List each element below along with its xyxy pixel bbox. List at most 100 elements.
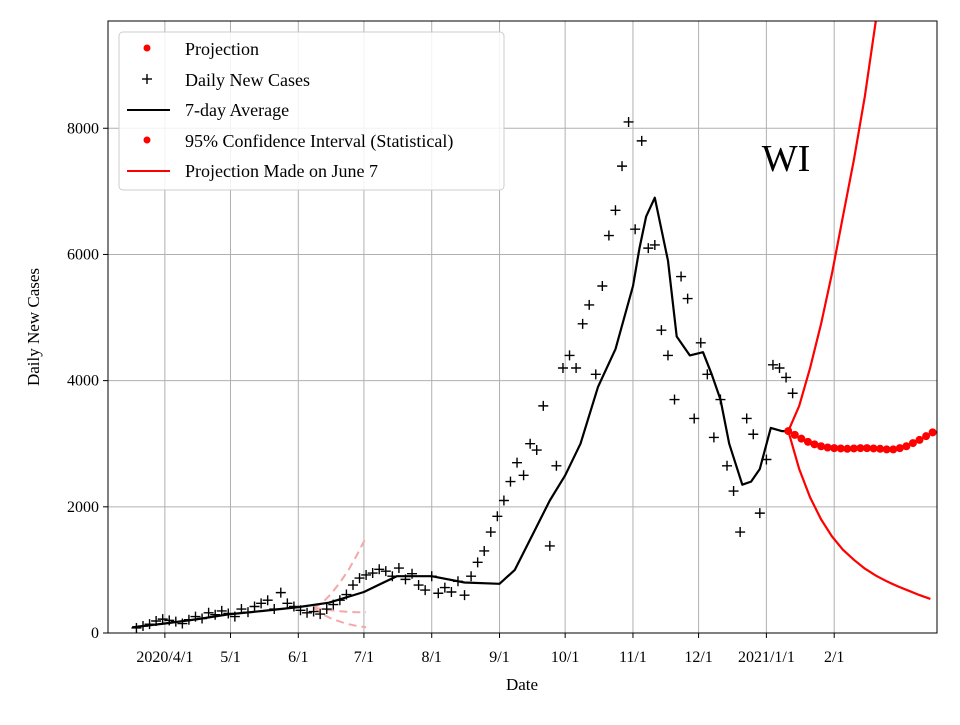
state-label: WI xyxy=(762,138,811,180)
daily-case-point xyxy=(551,460,562,471)
daily-case-point xyxy=(669,394,680,405)
projection-point xyxy=(882,445,891,454)
daily-case-point xyxy=(728,486,739,497)
tick-layer: 0 2000 4000 6000 8000 2020/4/1 5/1 6/1 7/1 8/1 9/1… xyxy=(67,120,844,666)
daily-case-point xyxy=(302,607,313,618)
projection-point xyxy=(889,445,898,454)
daily-case-point xyxy=(781,372,792,383)
daily-case-point xyxy=(662,350,673,361)
daily-case-point xyxy=(479,545,490,556)
daily-case-point xyxy=(308,606,319,617)
daily-case-point xyxy=(256,598,267,609)
daily-case-point xyxy=(754,508,765,519)
x-tick-label: 9/1 xyxy=(489,649,509,666)
projection-point xyxy=(830,444,839,453)
series-layer xyxy=(131,21,937,633)
daily-case-point xyxy=(498,495,509,506)
legend-label-daily-cases: Daily New Cases xyxy=(185,70,310,90)
june-projection-upper xyxy=(313,536,367,609)
ci-lower-line xyxy=(787,430,931,600)
daily-case-point xyxy=(617,161,628,172)
daily-case-point xyxy=(748,429,759,440)
daily-case-point xyxy=(275,587,286,598)
legend: Projection Daily New Cases 7-day Average… xyxy=(118,31,505,191)
projection-point xyxy=(843,444,852,453)
daily-case-point xyxy=(203,607,214,618)
legend-marker-daily-cases xyxy=(142,74,152,84)
daily-case-point xyxy=(695,337,706,348)
x-tick-label: 2021/1/1 xyxy=(738,649,795,666)
x-tick-label: 11/1 xyxy=(619,649,647,666)
x-tick-label: 10/1 xyxy=(551,649,579,666)
ci-upper-line xyxy=(787,21,877,432)
daily-case-point xyxy=(584,299,595,310)
daily-case-point xyxy=(767,359,778,370)
projection-point xyxy=(823,443,832,452)
projection-point xyxy=(869,444,878,453)
daily-case-point xyxy=(787,388,798,399)
daily-case-point xyxy=(361,569,372,580)
daily-case-point xyxy=(439,582,450,593)
legend-label-7day-average: 7-day Average xyxy=(185,100,289,120)
daily-case-point xyxy=(531,445,542,456)
x-tick-label: 8/1 xyxy=(421,649,441,666)
daily-case-point xyxy=(741,413,752,424)
daily-case-point xyxy=(446,586,457,597)
daily-case-point xyxy=(774,363,785,374)
daily-case-point xyxy=(722,460,733,471)
daily-case-point xyxy=(630,224,641,235)
y-tick-label: 4000 xyxy=(67,373,99,390)
daily-case-point xyxy=(538,400,549,411)
daily-case-point xyxy=(623,116,634,127)
legend-box xyxy=(118,31,505,191)
daily-case-point xyxy=(689,413,700,424)
projection-point xyxy=(895,444,904,453)
daily-case-point xyxy=(459,590,470,601)
projection-point xyxy=(928,428,937,437)
daily-case-point xyxy=(249,601,260,612)
y-tick-label: 0 xyxy=(91,625,99,642)
projection-point xyxy=(849,444,858,453)
projection-point xyxy=(863,444,872,453)
daily-case-point xyxy=(636,135,647,146)
x-tick-label: 2020/4/1 xyxy=(136,649,193,666)
plot-frame xyxy=(107,20,938,634)
y-tick-label: 2000 xyxy=(67,499,99,516)
legend-label-projection: Projection xyxy=(185,39,259,59)
projection-point xyxy=(836,444,845,453)
seven-day-average-line xyxy=(131,196,787,629)
legend-label-june-projection: Projection Made on June 7 xyxy=(185,161,378,181)
daily-case-point xyxy=(472,557,483,568)
legend-label-confidence-interval: 95% Confidence Interval (Statistical) xyxy=(185,131,453,152)
daily-case-point xyxy=(603,230,614,241)
daily-case-point xyxy=(512,457,523,468)
daily-case-point xyxy=(466,571,477,582)
daily-case-point xyxy=(485,527,496,538)
daily-case-point xyxy=(210,609,221,620)
daily-case-point xyxy=(590,369,601,380)
y-tick-label: 8000 xyxy=(67,120,99,137)
projection-point xyxy=(856,444,865,453)
daily-case-point xyxy=(262,595,273,606)
x-tick-label: 12/1 xyxy=(684,649,712,666)
projection-point xyxy=(797,434,806,443)
daily-case-point xyxy=(557,363,568,374)
projection-point xyxy=(803,437,812,446)
projection-point xyxy=(784,427,793,436)
daily-case-point xyxy=(413,580,424,591)
projection-point xyxy=(790,430,799,439)
x-tick-label: 7/1 xyxy=(354,649,374,666)
x-tick-label: 6/1 xyxy=(288,649,308,666)
projection-point xyxy=(876,444,885,453)
y-axis-label: Daily New Cases xyxy=(24,268,43,386)
daily-case-point xyxy=(433,588,444,599)
daily-case-point xyxy=(393,563,404,574)
daily-case-point xyxy=(708,432,719,443)
june-projection-lower xyxy=(313,606,367,629)
daily-case-point xyxy=(347,580,358,591)
daily-case-point xyxy=(682,293,693,304)
daily-case-point xyxy=(518,470,529,481)
projection-point xyxy=(810,440,819,449)
x-axis-label: Date xyxy=(506,675,538,694)
